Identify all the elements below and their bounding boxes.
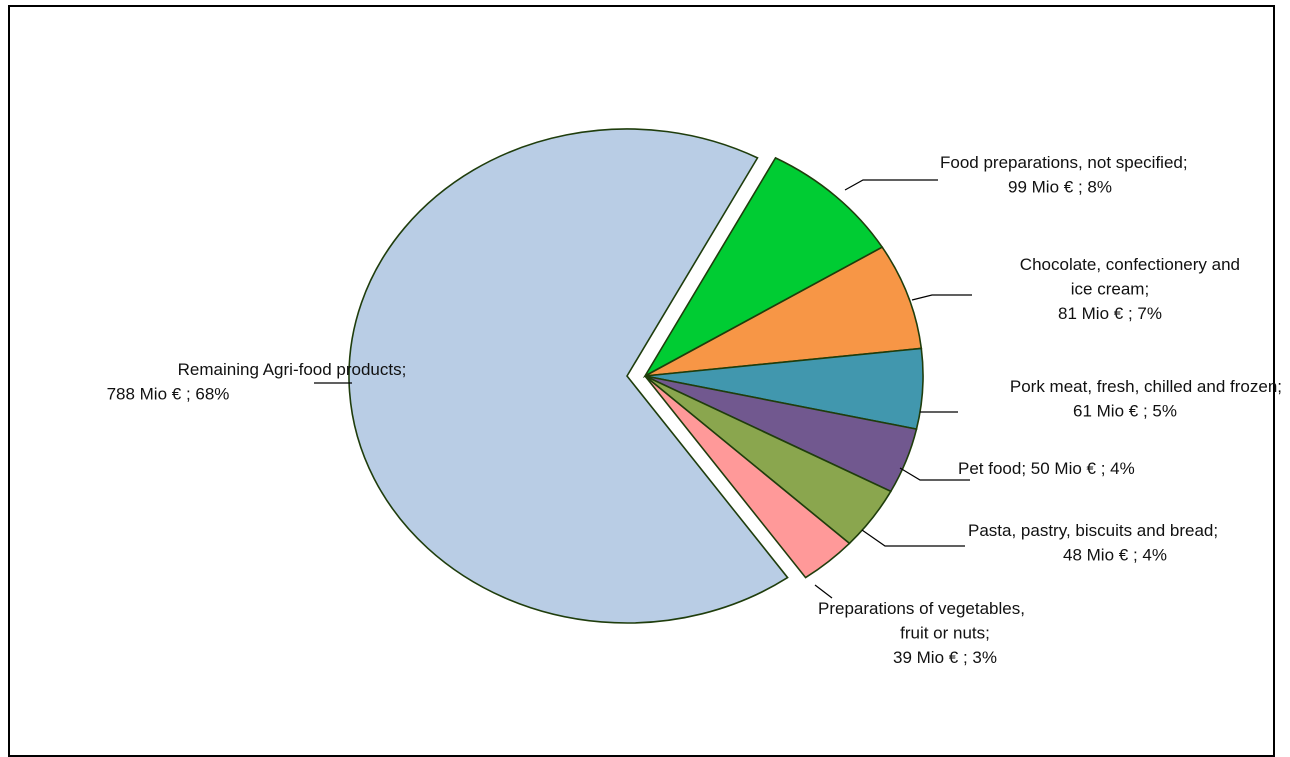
- slice-label-7: Remaining Agri-food products; 788 Mio € ;…: [107, 360, 407, 404]
- slice-label-6: Preparations of vegetables, fruit or nuts…: [818, 599, 1025, 667]
- pie-slice-6: [644, 375, 851, 579]
- slice-label-2: Chocolate, confectionery and ice cream; 81…: [1020, 255, 1240, 323]
- leader-line-2: [911, 294, 972, 301]
- leader-line-5: [861, 529, 965, 547]
- slice-label-4: Pet food; 50 Mio € ; 4%: [958, 459, 1135, 478]
- leader-line-1: [844, 179, 938, 191]
- slice-label-1: Food preparations, not specified; 99 Mio …: [940, 153, 1188, 197]
- leader-line-4: [899, 467, 970, 481]
- pie-slice-7: [348, 128, 789, 624]
- pie-slice-1: [642, 156, 884, 379]
- slice-label-5: Pasta, pastry, biscuits and bread; 48 Mio…: [968, 521, 1218, 565]
- leader-line-6: [814, 584, 833, 599]
- slice-label-3: Pork meat, fresh, chilled and frozen; 61 …: [1010, 377, 1282, 421]
- pie-slice-2: [644, 246, 923, 377]
